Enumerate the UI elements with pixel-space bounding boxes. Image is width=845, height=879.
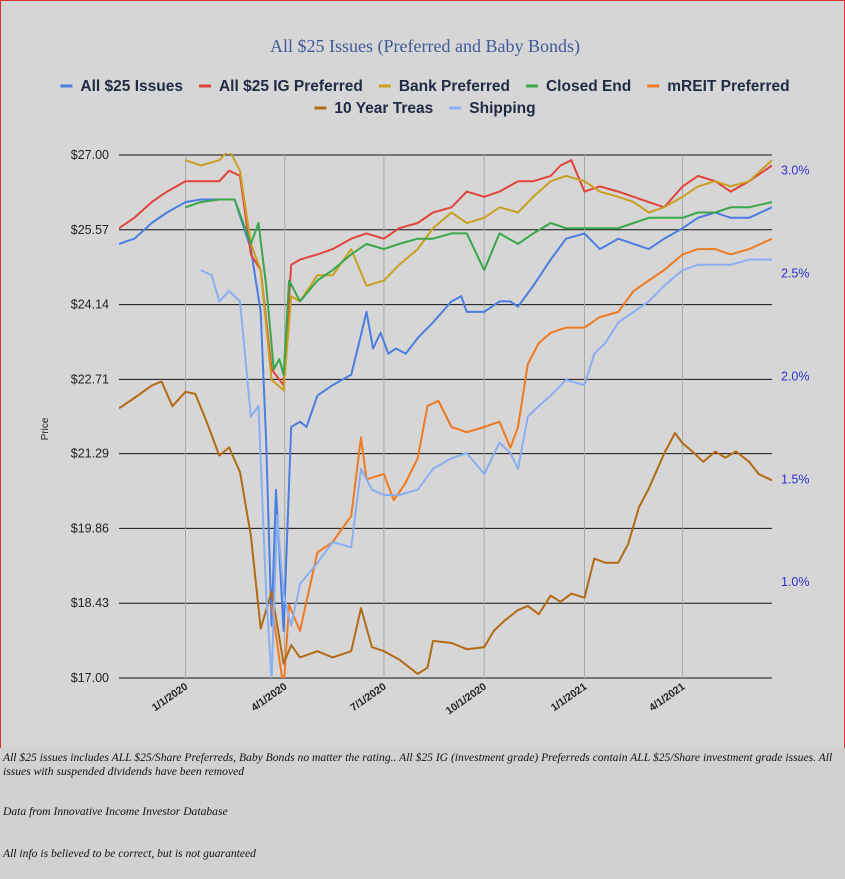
- footnote-description: All $25 issues includes ALL $25/Share Pr…: [3, 751, 833, 778]
- chart-svg: All $25 Issues (Preferred and Baby Bonds…: [40, 36, 810, 717]
- y-tick-label: $17.00: [71, 671, 109, 685]
- x-tick-label: 4/1/2020: [249, 681, 289, 714]
- footnote-source: Data from Innovative Income Investor Dat…: [3, 805, 228, 818]
- y2-tick-label: 2.5%: [781, 266, 810, 280]
- axes: $27.00 $25.57 $24.14 $22.71 $21.29 $19.86 $18.…: [71, 148, 810, 717]
- y2-tick-label: 1.5%: [781, 472, 810, 486]
- y2-tick-label: 3.0%: [781, 163, 810, 177]
- legend-item-all-25-ig-preferred: All $25 IG Preferred: [198, 78, 363, 95]
- x-tick-label: 10/1/2020: [444, 681, 489, 718]
- series-line-shipping: [200, 258, 772, 678]
- legend-item-all-25-issues: All $25 Issues: [60, 78, 183, 95]
- y-axis-label: Price: [40, 417, 51, 440]
- y-tick-label: $19.86: [71, 521, 109, 535]
- legend-item-bank-preferred: Bank Preferred: [378, 78, 510, 95]
- series-lines: [119, 153, 772, 678]
- legend-item-10-year-treas: 10 Year Treas: [314, 100, 433, 117]
- legend: All $25 Issues All $25 IG Preferred Bank P…: [60, 78, 790, 117]
- legend-label: Closed End: [546, 78, 631, 95]
- series-line-mreit-preferred: [270, 237, 772, 678]
- legend-item-shipping: Shipping: [449, 100, 536, 117]
- legend-label: All $25 IG Preferred: [219, 78, 363, 95]
- y-tick-label: $24.14: [71, 298, 109, 312]
- series-line-all-25-issues: [119, 198, 772, 632]
- legend-label: mREIT Preferred: [667, 78, 789, 95]
- chart-title: All $25 Issues (Preferred and Baby Bonds…: [270, 36, 580, 57]
- y-tick-label: $21.29: [71, 447, 109, 461]
- y2-tick-label: 1.0%: [781, 575, 810, 589]
- legend-label: 10 Year Treas: [334, 100, 433, 117]
- x-tick-label: 1/1/2021: [549, 681, 589, 714]
- series-line-10-year-treas: [119, 380, 772, 675]
- legend-label: Bank Preferred: [399, 78, 510, 95]
- legend-item-mreit-preferred: mREIT Preferred: [647, 78, 790, 95]
- footnotes: All $25 issues includes ALL $25/Share Pr…: [0, 748, 845, 879]
- y-tick-label: $25.57: [71, 223, 109, 237]
- y-tick-label: $18.43: [71, 596, 109, 610]
- x-tick-label: 7/1/2020: [348, 681, 388, 714]
- x-tick-label: 1/1/2020: [150, 681, 190, 714]
- series-line-bank-preferred: [185, 153, 772, 392]
- legend-label: All $25 Issues: [80, 78, 183, 95]
- x-tick-label: 4/1/2021: [647, 681, 687, 714]
- series-line-closed-end: [185, 198, 772, 376]
- y-tick-label: $22.71: [71, 372, 109, 386]
- series-line-all-25-ig-preferred: [119, 159, 772, 387]
- y-tick-label: $27.00: [71, 148, 109, 162]
- grid: [119, 154, 772, 679]
- chart-panel: All $25 Issues (Preferred and Baby Bonds…: [0, 0, 845, 749]
- legend-item-closed-end: Closed End: [525, 78, 631, 95]
- footnote-disclaimer: All info is believed to be correct, but …: [3, 847, 256, 860]
- y2-tick-label: 2.0%: [781, 369, 810, 383]
- legend-label: Shipping: [469, 100, 535, 117]
